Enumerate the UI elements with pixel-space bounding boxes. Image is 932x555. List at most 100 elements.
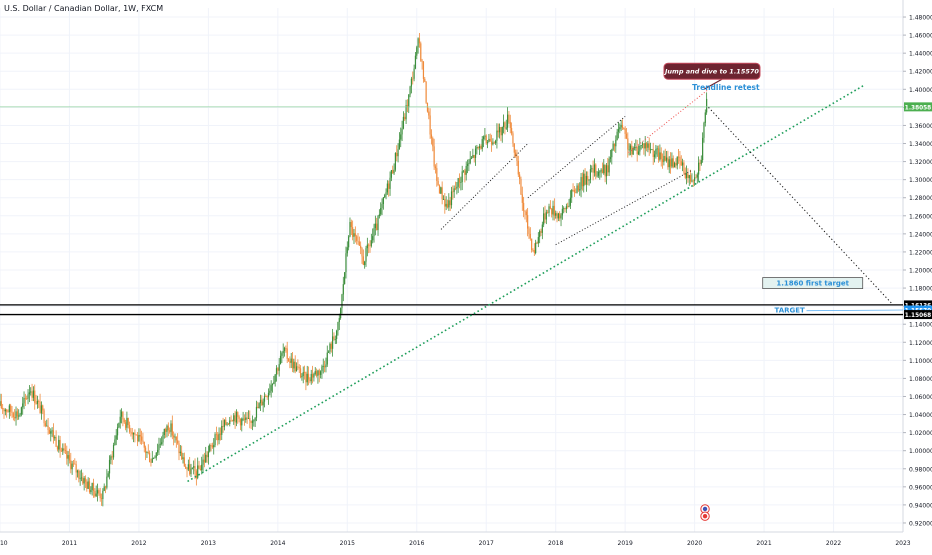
event-icon-dot [702,506,708,512]
candle [448,193,450,211]
candle-body [505,127,507,129]
candle-body [485,135,487,144]
candle [319,370,322,379]
candle-body [381,204,383,209]
annotations: Jump and dive to 1.15570 Trendline retest… [0,62,932,483]
candle [32,386,34,402]
candle [75,460,77,481]
candle-body [270,385,272,391]
candle [449,196,451,212]
first-target-box [762,277,864,290]
candle [652,142,654,165]
candle-body [136,435,139,442]
candle-body [525,211,527,216]
candle-body [332,336,334,349]
candle-body [617,129,620,132]
candle-body [700,160,702,164]
candle-body [496,130,498,141]
candle [539,229,541,244]
candle-body [251,420,254,424]
y-axis: 1.48000 1.46000 1.44000 1.42000 1.40000 1.380… [903,15,932,527]
candle [20,406,22,417]
candle [270,380,272,398]
candle-body [378,214,380,217]
candle-body [298,367,300,369]
candle-body [198,465,200,469]
candle [409,85,411,98]
candle-body [536,242,538,244]
candle-body [641,143,644,145]
candle [157,443,159,456]
candle-body [58,439,60,450]
candle-body [346,247,348,254]
candle-body [278,364,280,371]
y-tick-label: 1.08000 [909,376,932,383]
candle-body [605,165,608,177]
candle [297,359,299,371]
candle [62,443,64,455]
candle [706,92,708,115]
candle [520,176,522,195]
candle-body [140,436,143,441]
candle-body [370,240,372,246]
candle-body [313,374,315,378]
candle [454,181,457,191]
candle [269,383,271,396]
candle-body [171,423,173,436]
candle [19,412,21,418]
candle-body [227,423,230,425]
candle-body [456,186,458,189]
candle [82,472,84,485]
candle [311,365,314,384]
candle [120,408,123,424]
candle-body [540,231,542,233]
candle-body [23,397,25,404]
candle [422,60,425,83]
candle-body [328,351,330,353]
candle-body [199,468,201,471]
candle [267,388,270,405]
candle-body [533,250,535,254]
candle-body [680,161,682,166]
candle [425,81,427,104]
candle [406,99,409,113]
candle-body [637,151,640,155]
candle [338,313,340,331]
candle-body [94,490,96,497]
candle [194,458,196,480]
candle [230,415,232,422]
candle-body [87,481,89,489]
candle [43,408,45,427]
x-tick-label: 2015 [340,540,355,547]
candle-body [552,205,554,215]
candle-body [450,191,453,206]
candle [465,161,467,181]
candle-body [377,216,379,231]
candle [183,452,185,467]
candle-body [553,205,555,216]
candle-body [613,143,616,147]
candle-body [482,136,485,140]
candle-body [663,155,665,163]
candle-body [257,406,259,409]
candle-body [167,425,169,431]
candle-body [166,425,168,432]
candle [201,456,203,475]
candle [50,428,52,442]
candle [68,448,71,464]
x-tick-label: 2018 [548,540,563,547]
candle-body [352,227,354,237]
candle-body [211,445,213,448]
candle-body [353,233,355,237]
candle [637,145,640,156]
candle-body [661,159,664,163]
candle-body [43,410,45,424]
candle-body [78,470,80,479]
candle [524,210,526,220]
candle [553,198,555,221]
candle [294,355,296,374]
candle [237,411,239,424]
candle-body [90,489,92,493]
candle [641,141,644,149]
